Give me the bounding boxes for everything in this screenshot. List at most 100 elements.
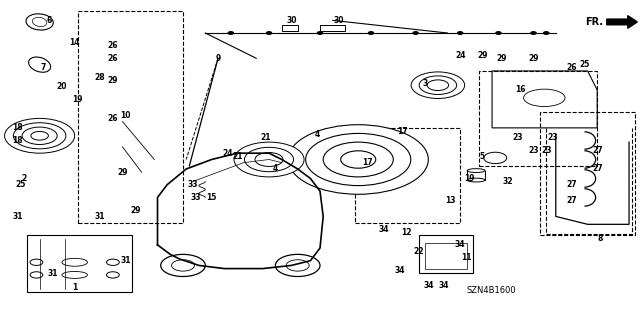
Circle shape — [228, 32, 234, 34]
Circle shape — [288, 125, 428, 194]
FancyBboxPatch shape — [320, 25, 346, 32]
Text: 15: 15 — [207, 193, 217, 202]
Text: FR.: FR. — [586, 17, 604, 27]
Text: 33: 33 — [188, 180, 198, 189]
Text: 29: 29 — [528, 54, 539, 63]
Circle shape — [458, 32, 463, 34]
Circle shape — [413, 32, 418, 34]
Text: 34: 34 — [439, 281, 449, 291]
Text: 33: 33 — [191, 193, 201, 202]
Text: 19: 19 — [465, 174, 475, 183]
Text: 20: 20 — [57, 82, 67, 91]
FancyBboxPatch shape — [419, 235, 473, 273]
Text: 4: 4 — [314, 130, 319, 139]
Text: 34: 34 — [378, 225, 389, 234]
Text: 26: 26 — [108, 114, 118, 123]
Circle shape — [30, 259, 43, 265]
Text: 9: 9 — [216, 54, 221, 63]
Text: 17: 17 — [397, 127, 408, 136]
Circle shape — [266, 32, 271, 34]
Text: 12: 12 — [401, 228, 412, 237]
Text: 6: 6 — [47, 16, 52, 25]
Circle shape — [106, 272, 119, 278]
Text: 1: 1 — [72, 283, 77, 292]
Text: 3: 3 — [422, 79, 428, 88]
Text: 18: 18 — [12, 123, 22, 132]
Text: 26: 26 — [108, 41, 118, 50]
Text: 13: 13 — [445, 196, 456, 205]
Text: 18: 18 — [12, 136, 22, 145]
Ellipse shape — [524, 89, 565, 107]
Text: 25: 25 — [579, 60, 589, 69]
Circle shape — [275, 254, 320, 277]
Circle shape — [543, 32, 548, 34]
Circle shape — [340, 151, 376, 168]
FancyBboxPatch shape — [425, 243, 467, 269]
Text: 24: 24 — [455, 51, 465, 60]
Text: 31: 31 — [120, 256, 131, 265]
Text: 17: 17 — [362, 158, 373, 167]
Text: 14: 14 — [69, 38, 80, 47]
Text: 24: 24 — [222, 149, 233, 158]
Text: 27: 27 — [592, 145, 602, 154]
Ellipse shape — [29, 57, 51, 72]
Ellipse shape — [33, 17, 47, 26]
Text: 16: 16 — [515, 85, 526, 94]
Text: 23: 23 — [528, 145, 539, 154]
Circle shape — [161, 254, 205, 277]
Circle shape — [323, 142, 394, 177]
Circle shape — [31, 131, 49, 140]
Circle shape — [244, 147, 294, 172]
Circle shape — [22, 127, 57, 145]
Text: 29: 29 — [108, 76, 118, 85]
Circle shape — [30, 272, 43, 278]
FancyBboxPatch shape — [282, 25, 298, 32]
Text: 31: 31 — [47, 269, 58, 278]
Circle shape — [496, 32, 501, 34]
Text: 10: 10 — [120, 111, 131, 120]
Text: 11: 11 — [461, 253, 472, 262]
Text: 5: 5 — [480, 152, 485, 161]
Text: 29: 29 — [497, 54, 507, 63]
Text: 34: 34 — [455, 241, 465, 249]
Circle shape — [484, 152, 507, 164]
Text: 31: 31 — [12, 212, 22, 221]
Circle shape — [172, 260, 195, 271]
Text: 34: 34 — [394, 266, 405, 275]
Text: 22: 22 — [413, 247, 424, 256]
Circle shape — [419, 76, 456, 94]
Text: 31: 31 — [95, 212, 106, 221]
Circle shape — [531, 32, 536, 34]
Text: SZN4B1600: SZN4B1600 — [467, 286, 516, 295]
Ellipse shape — [467, 169, 485, 173]
Text: 23: 23 — [512, 133, 523, 142]
Circle shape — [255, 152, 283, 167]
Text: 26: 26 — [566, 63, 577, 72]
Text: 7: 7 — [40, 63, 45, 72]
Circle shape — [106, 259, 119, 265]
Text: 29: 29 — [130, 206, 140, 215]
Text: 34: 34 — [423, 281, 433, 291]
Ellipse shape — [26, 14, 53, 30]
Text: 25: 25 — [15, 180, 26, 189]
Text: 28: 28 — [95, 73, 106, 82]
Circle shape — [4, 118, 75, 153]
Text: 29: 29 — [117, 168, 128, 177]
Text: 30: 30 — [334, 16, 344, 25]
Circle shape — [369, 32, 374, 34]
Circle shape — [306, 133, 411, 186]
Text: 29: 29 — [477, 51, 488, 60]
Text: 32: 32 — [503, 177, 513, 186]
FancyBboxPatch shape — [27, 235, 132, 292]
Circle shape — [317, 32, 323, 34]
Text: 19: 19 — [72, 95, 83, 104]
Text: 23: 23 — [541, 145, 552, 154]
Text: 23: 23 — [547, 133, 558, 142]
Circle shape — [13, 123, 66, 149]
Ellipse shape — [62, 271, 88, 278]
Ellipse shape — [62, 258, 88, 266]
Circle shape — [411, 72, 465, 99]
Circle shape — [286, 260, 309, 271]
Circle shape — [234, 142, 304, 177]
Circle shape — [427, 80, 449, 91]
